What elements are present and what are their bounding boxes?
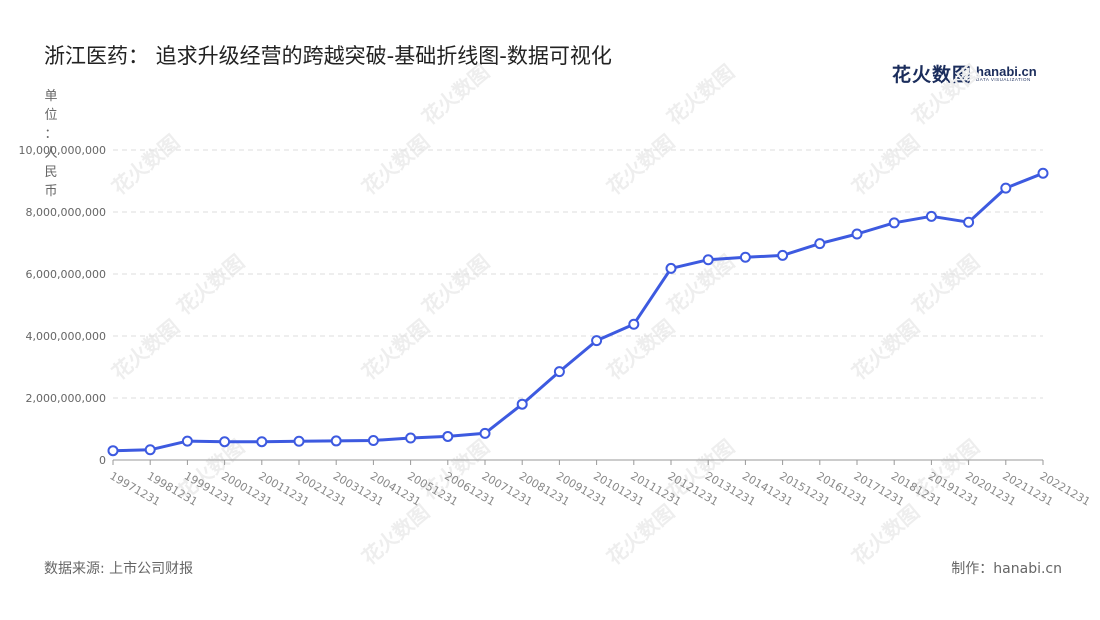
watermark-text: 花火数图 (107, 315, 184, 385)
grid-lines (113, 149, 1043, 399)
data-points (107, 167, 1049, 457)
y-axis-unit-char: ： (44, 127, 58, 142)
watermark-text: 花火数图 (107, 130, 184, 200)
chart-title: 浙江医药： 追求升级经营的跨越突破-基础折线图-数据可视化 (44, 44, 612, 68)
y-axis-ticks: 0 2,000,000,000 4,000,000,000 6,000,000,000… (19, 144, 106, 467)
watermark-text: 花火数图 (662, 60, 739, 130)
data-point (553, 366, 565, 378)
data-point (1037, 167, 1049, 179)
watermark-text: 花火数图 (357, 130, 434, 200)
logo-text-en: hanabi.cn DATA VISUALIZATION (976, 65, 1037, 83)
data-point (256, 436, 268, 448)
y-axis-unit-char: 民 (44, 165, 58, 180)
data-point (665, 262, 677, 274)
brand-logo: 花火数图 hanabi.cn DATA VISUALIZATION (892, 60, 1037, 87)
data-point (367, 434, 379, 446)
watermark-text: 花火数图 (907, 60, 984, 130)
y-axis-unit-char: 位 (44, 108, 58, 123)
y-tick-label: 0 (99, 454, 106, 467)
watermark-text: 花火数图 (602, 130, 679, 200)
watermark-text: 花火数图 (417, 250, 494, 320)
data-source: 数据来源: 上市公司财报 (44, 561, 194, 577)
logo-text-cn: 花火数图 (892, 64, 973, 86)
series-line (112, 171, 1044, 453)
data-point (591, 335, 603, 347)
logo-tagline: DATA VISUALIZATION (976, 76, 1031, 82)
y-tick-label: 4,000,000,000 (26, 330, 106, 343)
y-tick-label: 2,000,000,000 (26, 392, 106, 405)
watermark-text: 花火数图 (602, 315, 679, 385)
y-axis-unit-label: 单位 ： 人民币 (44, 87, 58, 201)
data-point (628, 318, 640, 330)
watermark-text: 花火数图 (602, 500, 679, 570)
data-point (963, 216, 975, 228)
data-point (107, 445, 119, 457)
watermark-text: 花火数图 (357, 500, 434, 570)
data-point (777, 249, 789, 261)
y-axis-unit-char: 人 (44, 146, 58, 161)
data-point (888, 217, 900, 229)
y-axis-unit-char: 单 (44, 89, 58, 104)
y-axis-unit-char: 币 (44, 184, 58, 199)
data-point (739, 251, 751, 263)
credit: 制作：hanabi.cn (951, 561, 1062, 577)
x-axis (112, 459, 1044, 465)
data-point (925, 210, 937, 222)
watermark-text: 花火数图 (907, 250, 984, 320)
data-point (516, 398, 528, 410)
data-point (851, 228, 863, 240)
data-point (219, 436, 231, 448)
data-point (144, 444, 156, 456)
data-point (702, 254, 714, 266)
data-point (181, 435, 193, 447)
data-point (330, 435, 342, 447)
watermark-text: 花火数图 (847, 130, 924, 200)
data-point (1000, 182, 1012, 194)
y-tick-label: 10,000,000,000 (19, 144, 106, 157)
data-point (442, 430, 454, 442)
data-point (293, 435, 305, 447)
data-point (814, 238, 826, 250)
watermark-text: 花火数图 (172, 250, 249, 320)
watermark-text: 花火数图 (357, 315, 434, 385)
data-point (405, 432, 417, 444)
data-point (479, 427, 491, 439)
watermark-text: 花火数图 (847, 500, 924, 570)
watermark-text: 花火数图 (847, 315, 924, 385)
logo-domain: hanabi.cn (976, 63, 1037, 79)
watermark-text: 花火数图 (417, 60, 494, 130)
y-tick-label: 8,000,000,000 (26, 206, 106, 219)
y-tick-label: 6,000,000,000 (26, 268, 106, 281)
